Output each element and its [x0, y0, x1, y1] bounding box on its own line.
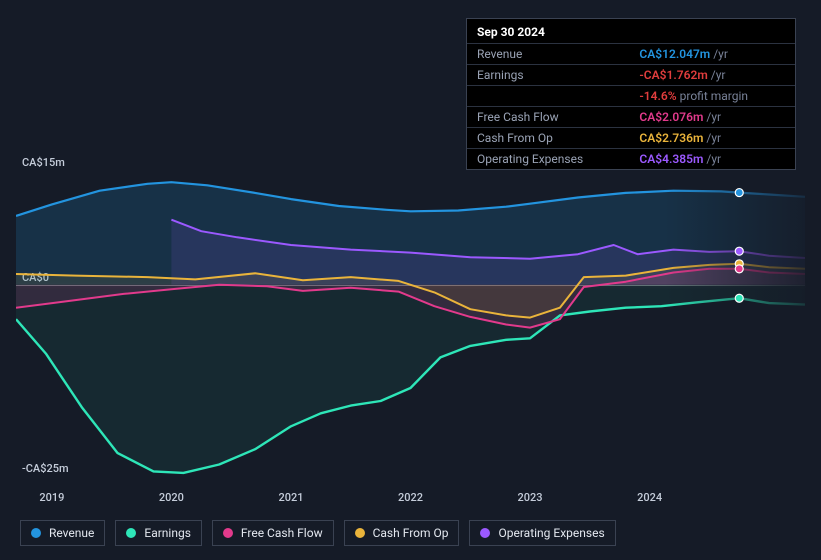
tooltip-row-label: Earnings [467, 65, 629, 86]
legend-item-operating-expenses[interactable]: Operating Expenses [469, 520, 615, 546]
legend-swatch-icon [480, 528, 490, 538]
legend-swatch-icon [355, 528, 365, 538]
legend-swatch-icon [223, 528, 233, 538]
legend-swatch-icon [126, 528, 136, 538]
tooltip-row-value: CA$12.047m/yr [629, 44, 795, 65]
tooltip-row-label: Operating Expenses [467, 149, 629, 170]
chart-legend: Revenue Earnings Free Cash Flow Cash From O… [20, 520, 616, 546]
cursor-marker-revenue [735, 189, 743, 197]
legend-item-earnings[interactable]: Earnings [115, 520, 202, 546]
chart-tooltip: Sep 30 2024RevenueCA$12.047m/yrEarnings-… [466, 18, 796, 170]
legend-item-label: Cash From Op [373, 526, 449, 540]
cursor-marker-operating_expenses [735, 247, 743, 255]
tooltip-table: RevenueCA$12.047m/yrEarnings-CA$1.762m/y… [467, 43, 795, 169]
legend-item-label: Earnings [144, 526, 191, 540]
legend-swatch-icon [31, 528, 41, 538]
cursor-marker-free_cash_flow [735, 265, 743, 273]
legend-item-label: Revenue [49, 526, 94, 540]
tooltip-row-label: Free Cash Flow [467, 107, 629, 128]
tooltip-row-value: CA$2.736m/yr [629, 128, 795, 149]
tooltip-row-value: CA$2.076m/yr [629, 107, 795, 128]
right-fade [665, 170, 805, 476]
legend-item-label: Operating Expenses [498, 526, 604, 540]
tooltip-date: Sep 30 2024 [467, 25, 795, 43]
legend-item-label: Free Cash Flow [241, 526, 323, 540]
tooltip-row-value: -CA$1.762m/yr [629, 65, 795, 86]
tooltip-row-label: Cash From Op [467, 128, 629, 149]
tooltip-row-value: CA$4.385m/yr [629, 149, 795, 170]
tooltip-row-label: Revenue [467, 44, 629, 65]
cursor-marker-earnings [735, 294, 743, 302]
legend-item-revenue[interactable]: Revenue [20, 520, 105, 546]
legend-item-cash-from-op[interactable]: Cash From Op [344, 520, 460, 546]
legend-item-free-cash-flow[interactable]: Free Cash Flow [212, 520, 334, 546]
